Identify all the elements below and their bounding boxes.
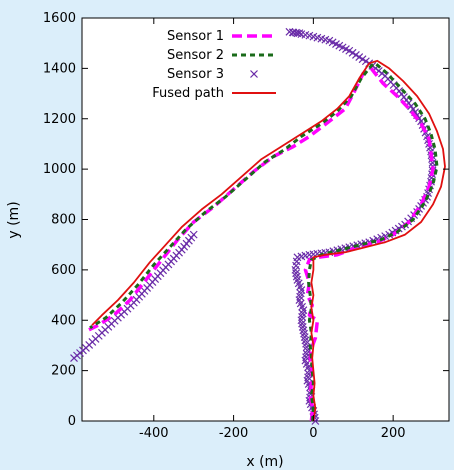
series-2-point-13-1-stroke-b <box>296 282 304 291</box>
series-2-point-0-0-stroke-b <box>311 417 320 425</box>
series-2-point-37-1 <box>288 28 297 37</box>
series-2-point-34-1-stroke-b <box>342 45 350 53</box>
series-2-point-28-1-stroke-b <box>421 128 430 137</box>
series-line-4 <box>91 59 446 422</box>
y-tick-label-4: 800 <box>51 213 76 228</box>
series-3-point-end-stroke-b <box>70 354 78 362</box>
series-2-point-33-4-stroke-b <box>351 51 360 59</box>
series-2-point-end-stroke-b <box>295 29 304 38</box>
series-3-point-end <box>70 354 78 362</box>
series-2-point-35-3-stroke-b <box>313 33 322 42</box>
y-tick-label-6: 1200 <box>43 112 76 127</box>
series-2-point-14-1-stroke-b <box>292 272 301 281</box>
series-2-point-35-4-stroke-b <box>309 32 318 41</box>
series-2-point-11-0-stroke-b <box>299 306 308 315</box>
axes-layer: -400 -200 0 200 0 200 400 600 800 1000 1200 1400 160… <box>43 11 449 441</box>
series-line-0 <box>87 66 435 422</box>
x-tick-label-3: 200 <box>381 426 406 441</box>
y-tick-label-2: 400 <box>51 313 76 328</box>
y-tick-label-7: 1400 <box>43 61 76 76</box>
series-2-point-33-2-stroke-b <box>358 55 367 64</box>
series-2-point-8-2-stroke-b <box>300 329 308 338</box>
series-2-point-9-1-stroke-b <box>298 323 307 331</box>
legend-label-1: Sensor 2 <box>167 48 224 63</box>
series-2-point-8-1-stroke-b <box>300 333 309 341</box>
series-2-point-29-1-stroke-b <box>415 114 424 123</box>
series-2-point-34-2-stroke-b <box>338 43 347 52</box>
series-2-point-14-0-stroke-b <box>293 276 302 284</box>
series-2-point-37-0-stroke-b <box>285 27 294 36</box>
series-2-point-7-2-stroke-b <box>302 339 310 348</box>
series-layer <box>70 27 446 425</box>
y-axis-label: y (m) <box>6 201 22 238</box>
x-tick-label-1: -200 <box>219 426 249 441</box>
series-2-point-9-0-stroke-b <box>299 326 308 335</box>
series-2-point-34-0-stroke-b <box>345 46 354 55</box>
series-2-point-29-4-stroke-b <box>409 105 418 114</box>
x-tick-label-2: 0 <box>309 426 317 441</box>
series-2-point-13-2-stroke-b <box>294 279 303 288</box>
series-2-point-35-2-stroke-b <box>317 34 326 43</box>
series-2-point-26-1-stroke-b <box>428 158 437 167</box>
x-tick-label-0: -400 <box>139 426 169 441</box>
series-2-point-34-4-stroke-b <box>332 40 340 48</box>
series-2-point-9-2-stroke-b <box>298 319 306 328</box>
y-tick-label-1: 200 <box>51 364 76 379</box>
legend-label-2: Sensor 3 <box>167 67 224 82</box>
series-2-point-33-1-stroke-b <box>361 57 370 66</box>
series-2-point-33-5-stroke-b <box>348 48 357 57</box>
series-2-point-27-1-stroke-b <box>426 143 434 152</box>
series-2-point-14-2-stroke-b <box>292 269 301 278</box>
series-2-point-36-1-stroke-b <box>301 30 310 39</box>
series-2-point-11-1-stroke-b <box>298 302 306 311</box>
series-2-point-37-2-stroke-b <box>292 28 301 37</box>
series-2-point-end <box>295 29 304 38</box>
legend-label-3: Fused path <box>152 86 224 101</box>
series-2-point-13-0-stroke-b <box>297 286 306 294</box>
legend-marker-2 <box>250 70 258 78</box>
legend-marker-2-stroke-b <box>250 70 258 78</box>
series-2-point-37-0 <box>285 27 294 36</box>
series-2-point-8-0-stroke-b <box>301 336 310 345</box>
legend-label-0: Sensor 1 <box>167 29 224 44</box>
y-tick-label-8: 1600 <box>43 11 76 26</box>
legend: Sensor 1 Sensor 2 Sensor 3 Fused path <box>152 29 276 101</box>
series-2-point-37-1-stroke-b <box>288 28 297 37</box>
y-tick-label-0: 0 <box>68 414 76 429</box>
y-tick-label-5: 1000 <box>43 162 76 177</box>
series-2-point-34-5-stroke-b <box>328 38 337 47</box>
series-2-point-37-2 <box>292 28 301 37</box>
series-2-point-11-2-stroke-b <box>296 299 305 308</box>
series-line-1 <box>89 61 439 422</box>
series-2-point-33-3-stroke-b <box>355 53 364 61</box>
series-2-point-36-0-stroke-b <box>305 31 314 40</box>
x-axis-label: x (m) <box>246 454 283 470</box>
series-2-point-35-1-stroke-b <box>321 35 330 44</box>
series-2-point-28-0-stroke-b <box>423 132 431 141</box>
series-2-point-34-3-stroke-b <box>335 41 344 50</box>
y-tick-label-3: 600 <box>51 263 76 278</box>
series-2-point-35-0-stroke-b <box>325 36 334 45</box>
